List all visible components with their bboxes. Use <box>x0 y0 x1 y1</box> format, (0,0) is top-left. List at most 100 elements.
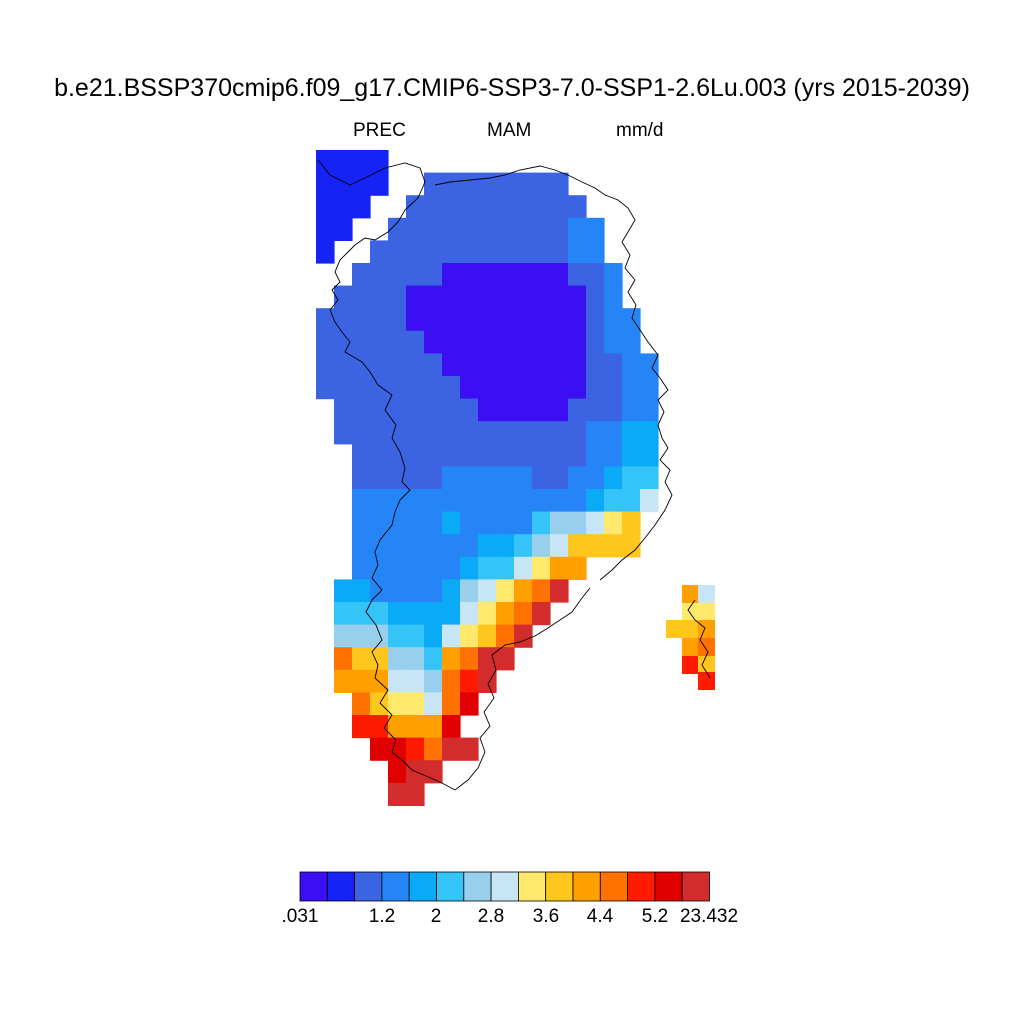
map-cell <box>460 647 479 671</box>
map-cell <box>532 240 551 264</box>
map-cell <box>460 602 479 626</box>
map-cell <box>550 376 569 400</box>
map-cell <box>442 579 461 603</box>
map-cell <box>424 624 443 648</box>
map-cell <box>316 308 335 332</box>
map-cell <box>352 669 371 693</box>
map-cell <box>640 376 659 400</box>
map-cell <box>334 579 353 603</box>
map-cell <box>586 511 605 535</box>
map-cell <box>586 534 605 558</box>
map-cell <box>460 172 479 196</box>
map-cell <box>586 217 605 241</box>
map-cell <box>352 602 371 626</box>
map-cell <box>568 240 587 264</box>
map-title: b.e21.BSSP370cmip6.f09_g17.CMIP6-SSP3-7.… <box>54 74 970 102</box>
map-cell <box>682 603 699 621</box>
map-cell <box>532 308 551 332</box>
map-cell <box>698 656 715 674</box>
map-cell <box>352 534 371 558</box>
map-cell <box>442 421 461 445</box>
map-cell <box>496 556 515 580</box>
units-label: mm/d <box>616 120 664 141</box>
map-cell <box>442 692 461 716</box>
map-cell <box>532 534 551 558</box>
map-cell <box>550 263 569 287</box>
map-cell <box>550 579 569 603</box>
map-cell <box>604 511 623 535</box>
map-cell <box>568 534 587 558</box>
map-cell <box>388 240 407 264</box>
map-cell <box>682 656 699 674</box>
map-cell <box>532 556 551 580</box>
map-cell <box>478 195 497 219</box>
map-cell <box>334 308 353 332</box>
map-cell <box>496 602 515 626</box>
map-cell <box>388 782 407 806</box>
map-cell <box>424 534 443 558</box>
map-cell <box>532 172 551 196</box>
colorbar-swatch <box>627 871 656 902</box>
map-cell <box>622 330 641 354</box>
map-cell <box>316 217 335 241</box>
map-cell <box>568 285 587 309</box>
map-cell <box>568 308 587 332</box>
map-cell <box>370 647 389 671</box>
map-cell <box>698 638 715 656</box>
colorbar-swatch <box>518 871 547 902</box>
map-cell <box>460 737 479 761</box>
map-cell <box>478 308 497 332</box>
map-cell <box>496 534 515 558</box>
map-cell <box>424 240 443 264</box>
map-cell <box>478 556 497 580</box>
map-cell <box>568 398 587 422</box>
map-cell <box>622 376 641 400</box>
map-cell <box>352 308 371 332</box>
map-cell <box>370 150 389 174</box>
east-island-coastline <box>687 599 711 679</box>
map-cell <box>334 376 353 400</box>
map-cell <box>406 398 425 422</box>
map-cell <box>698 620 715 638</box>
map-cell <box>532 466 551 490</box>
map-cell <box>568 330 587 354</box>
map-cell <box>586 421 605 445</box>
map-cell <box>406 782 425 806</box>
map-cell <box>442 443 461 467</box>
map-cell <box>406 692 425 716</box>
map-cell <box>388 421 407 445</box>
map-cell <box>388 556 407 580</box>
map-cell <box>406 466 425 490</box>
map-cell <box>352 353 371 377</box>
map-cell <box>640 466 659 490</box>
map-cell <box>352 285 371 309</box>
map-cell <box>388 760 407 784</box>
map-cell <box>370 421 389 445</box>
map-cell <box>406 647 425 671</box>
map-cell <box>388 511 407 535</box>
map-cell <box>550 489 569 513</box>
map-cell <box>698 603 715 621</box>
map-cell <box>388 285 407 309</box>
map-cell <box>352 647 371 671</box>
map-cell <box>604 489 623 513</box>
map-cell <box>442 398 461 422</box>
colorbar-swatch <box>654 871 683 902</box>
map-cell <box>532 602 551 626</box>
map-cell <box>496 647 515 671</box>
map-cell <box>352 556 371 580</box>
map-cell <box>334 330 353 354</box>
map-cell <box>604 308 623 332</box>
map-cell <box>604 466 623 490</box>
map-cell <box>388 466 407 490</box>
colorbar-swatch <box>299 871 328 902</box>
map-cell <box>442 240 461 264</box>
map-cell <box>532 421 551 445</box>
map-cell <box>334 195 353 219</box>
map-cell <box>682 620 699 638</box>
map-cell <box>622 398 641 422</box>
map-cell <box>370 353 389 377</box>
map-cell <box>460 443 479 467</box>
map-cell <box>666 620 683 638</box>
map-cell <box>316 330 335 354</box>
